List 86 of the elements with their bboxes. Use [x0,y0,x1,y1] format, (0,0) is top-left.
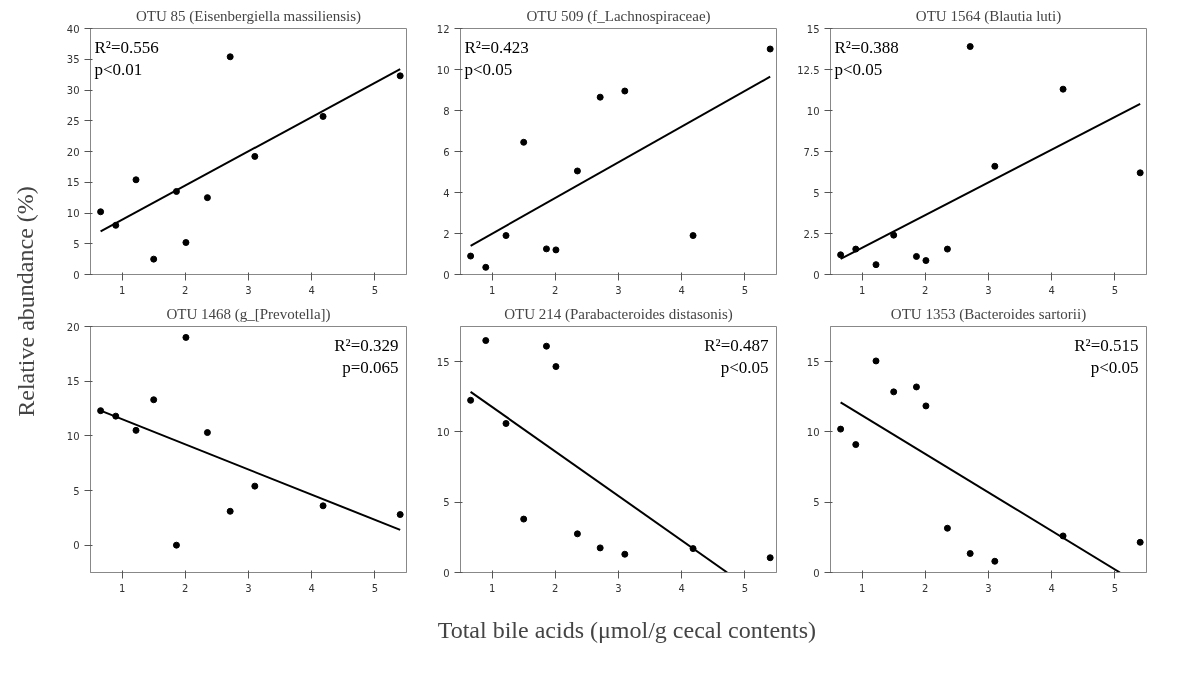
x-tick-label: 3 [245,284,252,296]
chart-title: OTU 1564 (Blautia luti) [915,7,1062,25]
x-tick-label: 1 [858,582,866,594]
chart-title: OTU 214 (Parabacteroides distasonis) [504,305,733,323]
annotation: p<0.05 [834,59,883,79]
y-tick-label: 5 [813,497,820,509]
x-tick-label: 2 [922,582,929,594]
x-tick-label: 2 [552,582,559,594]
x-tick-label: 2 [182,284,189,296]
x-tick-label: 5 [1111,582,1119,594]
x-tick-label: 4 [308,284,315,296]
chart-title: OTU 85 (Eisenbergiella massiliensis) [135,7,362,25]
x-tick-label: 1 [118,284,126,296]
y-tick-label: 5 [73,238,80,250]
x-tick-label: 4 [308,582,315,594]
annotation: p<0.01 [94,59,143,79]
y-tick-label: 20 [66,321,80,333]
y-tick-label: 10 [806,426,820,438]
y-tick-label: 12.5 [797,64,820,76]
chart-title: OTU 1353 (Bacteroides sartorii) [890,305,1087,323]
y-tick-label: 5 [813,187,820,199]
x-tick-label: 4 [1048,582,1055,594]
y-tick-label: 15 [806,23,820,35]
y-tick-label: 8 [443,105,450,117]
y-tick-label: 10 [436,64,450,76]
y-tick-label: 5 [443,497,450,509]
x-tick-label: 3 [615,284,622,296]
y-tick-label: 4 [443,187,450,199]
annotation: p<0.05 [720,357,769,377]
y-tick-label: 7.5 [803,146,820,158]
annotation: R²=0.556 [94,37,159,57]
x-tick-label: 5 [371,284,379,296]
y-tick-label: 0 [73,269,80,281]
y-axis-title: Relative abundance (%) [12,186,39,417]
y-tick-label: 15 [806,356,820,368]
y-tick-label: 0 [443,567,450,579]
y-tick-label: 30 [66,85,80,96]
annotation: p=0.065 [342,357,399,377]
annotation: R²=0.388 [834,37,899,57]
x-tick-label: 4 [678,284,685,296]
y-tick-label: 2.5 [803,228,820,240]
annotation: R²=0.329 [334,335,399,355]
y-tick-label: 12 [436,23,450,35]
y-tick-label: 25 [66,115,80,127]
y-tick-label: 5 [73,485,80,497]
x-tick-label: 2 [552,284,559,296]
x-tick-label: 3 [245,582,252,594]
y-tick-label: 0 [813,269,820,281]
y-tick-label: 2 [443,228,450,240]
y-tick-label: 15 [66,376,80,388]
x-tick-label: 4 [1048,284,1055,296]
x-axis-title: Total bile acids (μmol/g cecal contents) [437,616,817,643]
annotation: R²=0.487 [704,335,769,355]
y-tick-label: 10 [436,426,450,438]
x-tick-label: 1 [488,582,496,594]
x-tick-label: 5 [741,582,749,594]
annotation: R²=0.423 [464,37,529,57]
x-tick-label: 1 [858,284,866,296]
y-tick-label: 15 [436,356,450,368]
x-tick-label: 1 [118,582,126,594]
x-tick-label: 4 [678,582,685,594]
y-tick-label: 35 [66,54,80,66]
y-tick-label: 40 [66,23,80,35]
x-tick-label: 1 [488,284,496,296]
x-tick-label: 3 [985,284,992,296]
chart-title: OTU 509 (f_Lachnospiraceae) [526,7,711,25]
x-tick-label: 3 [985,582,992,594]
y-tick-label: 20 [66,146,80,158]
x-tick-label: 2 [182,582,189,594]
y-tick-label: 15 [66,177,80,189]
x-tick-label: 5 [1111,284,1119,296]
x-tick-label: 5 [371,582,379,594]
annotation: p<0.05 [1090,357,1139,377]
y-tick-label: 0 [813,567,820,579]
y-tick-label: 10 [806,105,820,117]
y-tick-label: 10 [66,208,80,219]
annotation: p<0.05 [464,59,513,79]
x-tick-label: 5 [741,284,749,296]
y-tick-label: 10 [66,430,80,442]
y-tick-label: 0 [73,540,80,552]
y-tick-label: 6 [443,146,450,158]
chart-title: OTU 1468 (g_[Prevotella]) [166,305,331,323]
x-tick-label: 2 [922,284,929,296]
x-tick-label: 3 [615,582,622,594]
annotation: R²=0.515 [1074,335,1139,355]
y-tick-label: 0 [443,269,450,281]
